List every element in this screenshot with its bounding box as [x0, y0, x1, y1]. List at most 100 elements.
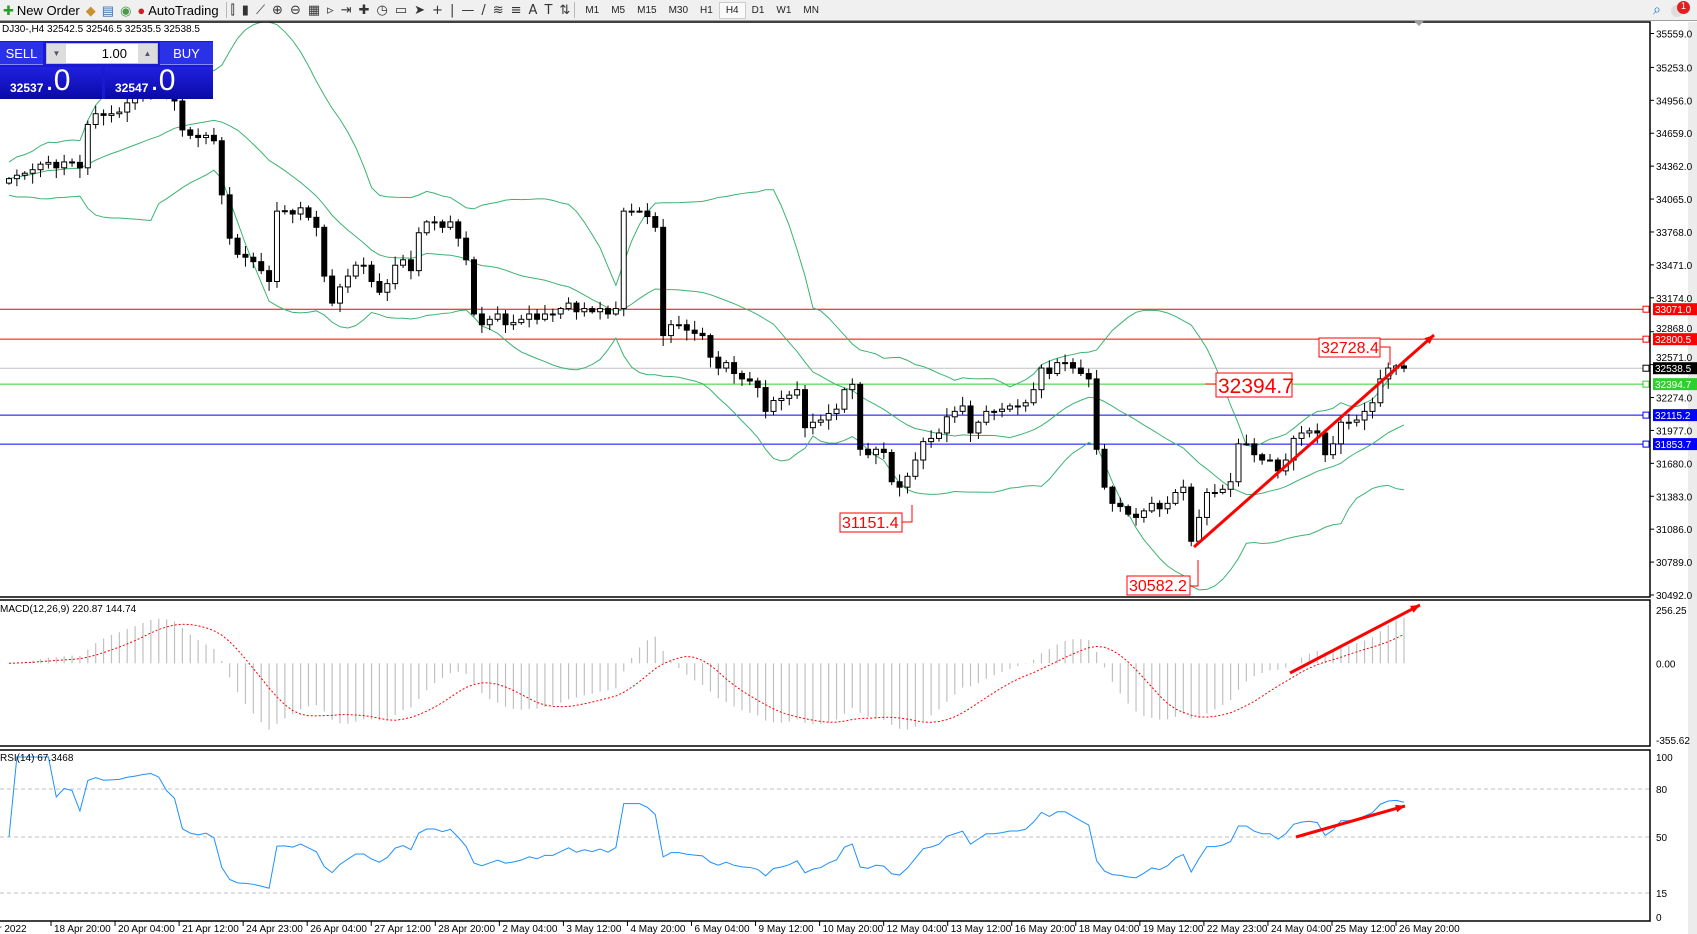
fibonacci-icon[interactable]: ≡	[510, 2, 522, 18]
candle[interactable]	[1069, 358, 1076, 374]
candle[interactable]	[951, 406, 958, 423]
trend-arrow-main[interactable]	[1193, 333, 1435, 549]
candle[interactable]	[778, 390, 785, 411]
candle[interactable]	[1133, 508, 1140, 526]
timeframe-m1[interactable]: M1	[585, 4, 600, 16]
lot-increase-icon[interactable]: ▲	[138, 44, 157, 63]
line-anchor-handle[interactable]	[1642, 305, 1650, 313]
lot-size-value[interactable]: 1.00	[101, 46, 127, 61]
timeframe-m5[interactable]: M5	[611, 4, 626, 16]
macd-window[interactable]	[8, 617, 1405, 730]
autoscroll-icon[interactable]: ▹	[327, 2, 334, 18]
channel-icon[interactable]: ≋	[492, 2, 504, 18]
candle[interactable]	[699, 327, 706, 340]
indicators-icon[interactable]: ✚	[358, 2, 370, 18]
candle[interactable]	[400, 254, 407, 268]
candle[interactable]	[707, 333, 714, 368]
candle[interactable]	[1109, 485, 1116, 512]
candle[interactable]	[1235, 438, 1242, 487]
lot-decrease-icon[interactable]: ▼	[47, 44, 66, 63]
candle[interactable]	[423, 220, 430, 236]
candle[interactable]	[29, 163, 36, 184]
candle[interactable]	[1330, 435, 1337, 460]
candle[interactable]	[6, 177, 12, 185]
candle[interactable]	[991, 409, 998, 421]
candle[interactable]	[1022, 399, 1029, 412]
candle[interactable]	[407, 250, 414, 280]
candle[interactable]	[833, 403, 840, 421]
candle[interactable]	[1243, 434, 1250, 446]
sell-button[interactable]: SELL	[0, 42, 43, 65]
candle[interactable]	[786, 390, 793, 406]
candle[interactable]	[392, 256, 399, 290]
candle[interactable]	[1125, 504, 1132, 517]
timeframe-d1[interactable]: D1	[751, 4, 765, 16]
candle[interactable]	[999, 402, 1006, 418]
candle[interactable]	[849, 378, 856, 400]
candle[interactable]	[1219, 484, 1226, 495]
candle[interactable]	[1164, 496, 1171, 514]
candle[interactable]	[329, 269, 336, 307]
candle[interactable]	[234, 233, 241, 258]
timeframe-h4[interactable]: H4	[718, 1, 746, 19]
candle[interactable]	[494, 306, 501, 322]
tile-windows-icon[interactable]: ▦	[307, 2, 321, 18]
candle[interactable]	[100, 109, 107, 126]
candle[interactable]	[187, 127, 194, 140]
candle[interactable]	[959, 396, 966, 415]
chart-shift-marker[interactable]	[1413, 20, 1425, 26]
candle[interactable]	[857, 382, 864, 456]
lot-size-input[interactable]: ▼ 1.00 ▲	[46, 43, 158, 64]
candle[interactable]	[1038, 364, 1045, 399]
candle[interactable]	[526, 305, 533, 328]
candle[interactable]	[352, 261, 359, 280]
candle[interactable]	[502, 309, 509, 333]
candle[interactable]	[384, 279, 391, 302]
candle[interactable]	[738, 370, 745, 387]
candle[interactable]	[179, 94, 186, 137]
candle[interactable]	[1140, 508, 1147, 523]
candle[interactable]	[1251, 438, 1258, 463]
buy-button[interactable]: BUY	[160, 42, 213, 65]
candle[interactable]	[1054, 358, 1061, 377]
signals-button[interactable]: ◉	[117, 1, 134, 20]
zoom-in-icon[interactable]: ⊕	[272, 2, 283, 18]
candle[interactable]	[715, 351, 722, 376]
candle[interactable]	[53, 159, 60, 179]
candle[interactable]	[1014, 399, 1021, 415]
line-chart-icon[interactable]: ⟋	[255, 2, 266, 18]
templates-icon[interactable]: ▭	[394, 2, 408, 18]
candle[interactable]	[1259, 452, 1266, 465]
candle[interactable]	[250, 252, 257, 269]
candle[interactable]	[589, 305, 596, 314]
candle[interactable]	[612, 301, 619, 316]
candle[interactable]	[1085, 368, 1092, 388]
candle[interactable]	[463, 231, 470, 266]
timeframe-h1[interactable]: H1	[700, 4, 713, 16]
candle[interactable]	[1117, 497, 1124, 512]
candle[interactable]	[1345, 413, 1352, 430]
candle[interactable]	[226, 186, 233, 245]
terminal-button[interactable]: ▤	[99, 1, 117, 20]
new-order-button[interactable]: ✚ New Order	[0, 1, 83, 20]
vertical-line-icon[interactable]: |	[449, 2, 455, 18]
buy-price-button[interactable]: 32547 .0	[105, 66, 213, 99]
candle[interactable]	[1188, 483, 1195, 547]
candle[interactable]	[415, 227, 422, 277]
candle[interactable]	[486, 315, 493, 331]
candle[interactable]	[439, 219, 446, 233]
candle[interactable]	[762, 380, 769, 419]
line-anchor-handle[interactable]	[1642, 335, 1650, 343]
candle[interactable]	[628, 203, 635, 216]
annotations[interactable]: 32728.4 32394.7 31151.4 30582.2	[839, 333, 1435, 839]
candle[interactable]	[549, 308, 556, 322]
candle[interactable]	[76, 154, 83, 179]
candle[interactable]	[1077, 359, 1084, 377]
candle[interactable]	[510, 314, 517, 330]
candle[interactable]	[865, 442, 872, 459]
candle[interactable]	[61, 154, 68, 176]
crosshair-icon[interactable]: +	[432, 2, 443, 18]
candle[interactable]	[1062, 354, 1069, 372]
candle[interactable]	[668, 319, 675, 344]
